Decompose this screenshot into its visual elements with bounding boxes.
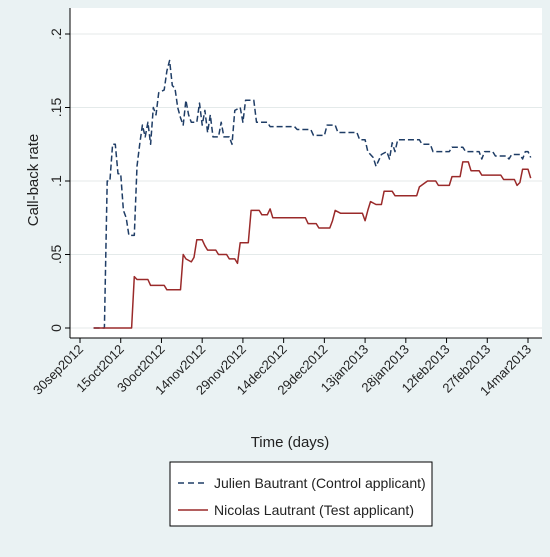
plot-area [70,8,542,338]
y-axis-title: Call-back rate [25,134,42,227]
legend-label-control: Julien Bautrant (Control applicant) [214,475,426,491]
y-tick-label: 0 [48,324,64,332]
y-tick-label: .15 [48,98,64,118]
legend-box [169,461,433,527]
y-tick-label: .1 [48,175,64,187]
y-tick-label: .05 [48,245,64,265]
grid-lines [70,33,542,329]
series-line-test [93,161,532,329]
legend: Julien Bautrant (Control applicant) Nico… [169,461,433,527]
series-line-control [93,59,532,329]
x-axis-title: Time (days) [251,434,330,451]
y-axis-ticks: 0 .05 .1 .15 .2 [48,28,70,332]
y-tick-label: .2 [48,28,64,40]
legend-label-test: Nicolas Lautrant (Test applicant) [214,502,414,518]
series-lines [93,59,532,329]
